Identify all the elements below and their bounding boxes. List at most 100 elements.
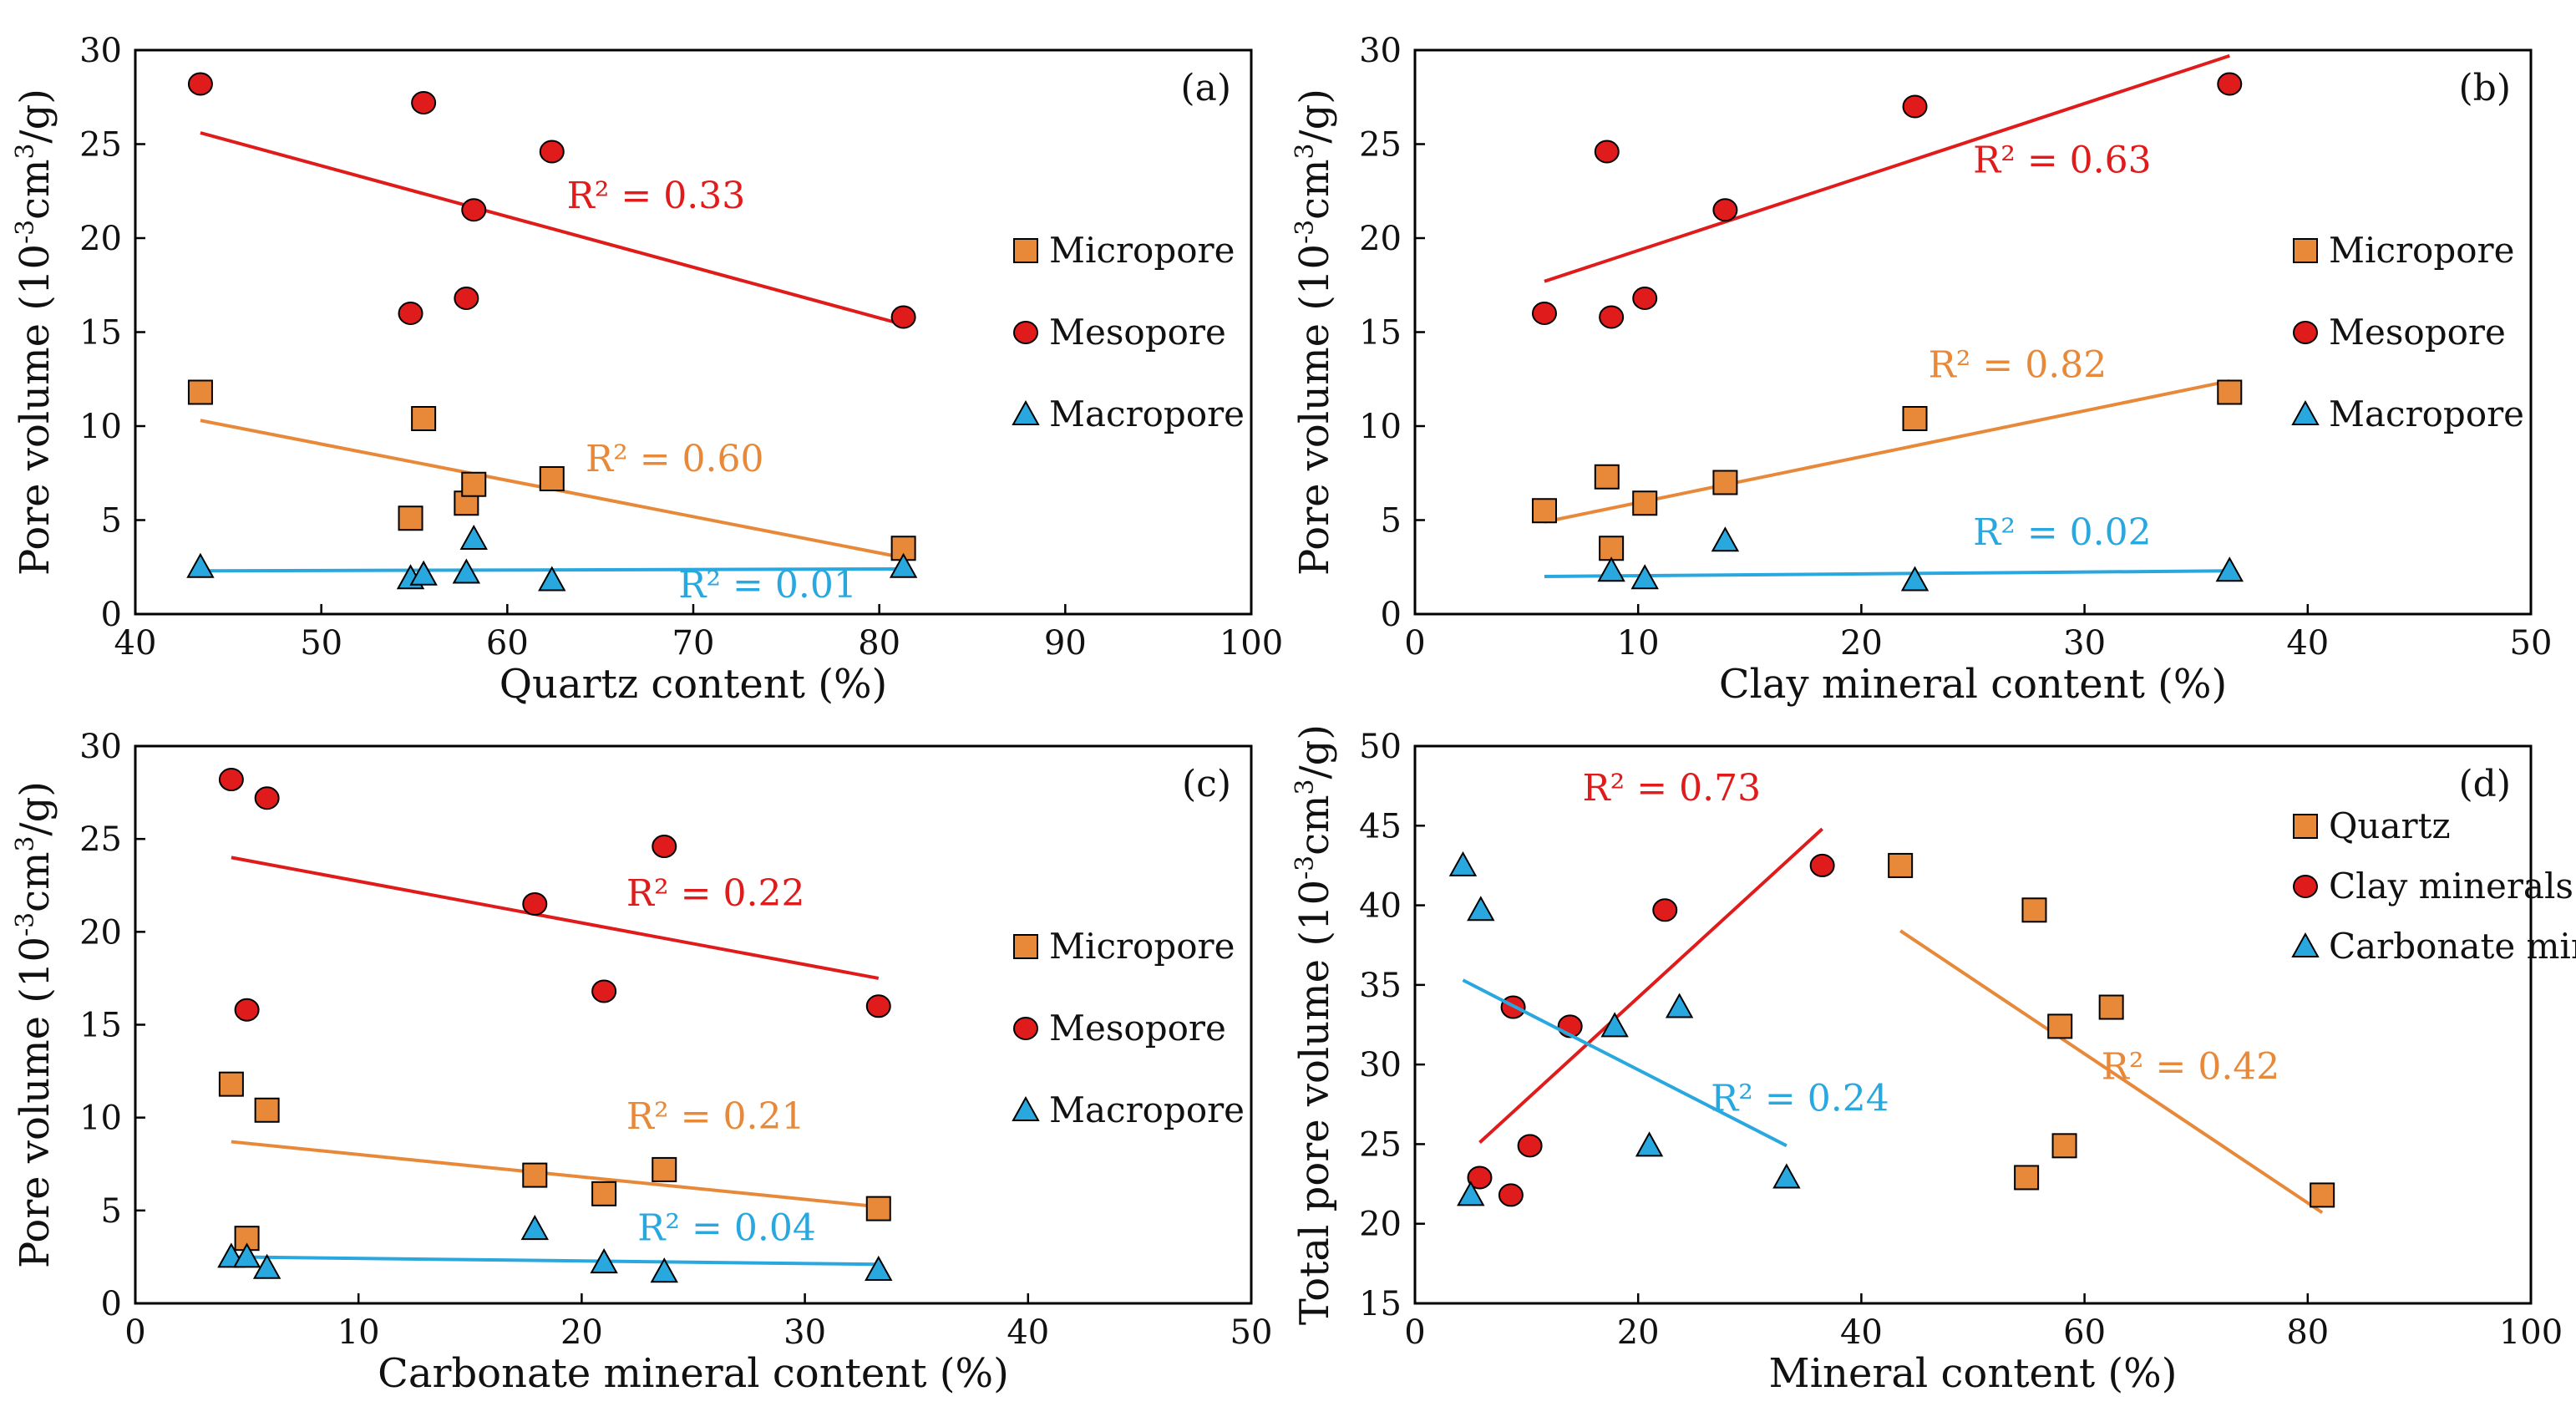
legend-micropore-label: Micropore bbox=[1049, 926, 1235, 967]
micropore-point bbox=[652, 1156, 677, 1182]
y-tick-label: 10 bbox=[1359, 408, 1402, 446]
x-tick-label: 30 bbox=[2063, 624, 2106, 663]
legend-carbonate-minerals-label: Carbonate minerals bbox=[2329, 926, 2576, 967]
panel-a: 40 50 60 70 80 90 100 0 5 10 15 20 25 30 Quartz conten… bbox=[11, 32, 1283, 708]
mesopore-point bbox=[234, 998, 260, 1022]
clay-minerals-point bbox=[1517, 1134, 1543, 1158]
mesopore-point bbox=[1531, 302, 1557, 325]
quartz-point bbox=[2021, 897, 2047, 923]
x-tick-label: 20 bbox=[560, 1313, 603, 1352]
legend-macropore-label: Macropore bbox=[1049, 394, 1245, 434]
legend-micropore-label: Micropore bbox=[2329, 230, 2514, 271]
mesopore-point bbox=[1594, 140, 1620, 164]
macropore-point bbox=[538, 566, 566, 592]
legend-macropore-label: Macropore bbox=[1049, 1089, 1245, 1130]
micropore-point bbox=[254, 1097, 280, 1123]
carbonate-minerals-r2-label: R² = 0.24 bbox=[1711, 1077, 1889, 1120]
mesopore-trendline bbox=[200, 131, 905, 327]
macropore-point bbox=[2215, 556, 2244, 582]
y-tick-label: 30 bbox=[1359, 32, 1402, 70]
legend-micropore-marker bbox=[1013, 934, 1038, 959]
mesopore-point bbox=[539, 140, 565, 164]
legend-mesopore-marker bbox=[1013, 1017, 1038, 1040]
mesopore-point bbox=[254, 786, 280, 810]
legend-micropore-label: Micropore bbox=[1049, 230, 1235, 271]
macropore-point bbox=[889, 552, 918, 578]
x-tick-label: 40 bbox=[114, 624, 157, 663]
clay-minerals-r2-label: R² = 0.73 bbox=[1582, 767, 1761, 810]
quartz-point bbox=[1888, 852, 1914, 878]
mesopore-point bbox=[1632, 287, 1658, 310]
legend-mesopore-marker bbox=[1013, 321, 1038, 344]
micropore-r2-label: R² = 0.21 bbox=[626, 1095, 805, 1138]
y-tick-label: 5 bbox=[101, 502, 122, 541]
x-tick-label: 10 bbox=[337, 1313, 380, 1352]
macropore-trendline bbox=[1544, 569, 2230, 578]
plot-area bbox=[1448, 827, 2335, 1215]
x-tick-label: 50 bbox=[300, 624, 342, 663]
y-axis-label: Total pore volume (10-3cm3/g) bbox=[1291, 724, 1338, 1325]
plot-area bbox=[217, 768, 893, 1283]
quartz-r2-label: R² = 0.42 bbox=[2102, 1045, 2280, 1088]
quartz-point bbox=[2098, 994, 2124, 1020]
x-tick-label: 80 bbox=[858, 624, 900, 663]
mesopore-trendline bbox=[231, 856, 880, 980]
quartz-trendline bbox=[1899, 929, 2324, 1215]
y-tick-label: 30 bbox=[79, 728, 122, 766]
clay-minerals-point bbox=[1467, 1165, 1493, 1190]
carbonate-minerals-trendline bbox=[1462, 978, 1787, 1148]
micropore-point bbox=[1594, 464, 1620, 490]
micropore-point bbox=[865, 1196, 891, 1221]
y-tick-label: 15 bbox=[1359, 314, 1402, 353]
x-axis-label: Carbonate mineral content (%) bbox=[378, 1350, 1009, 1397]
quartz-point bbox=[2051, 1133, 2077, 1159]
mesopore-point bbox=[652, 835, 677, 859]
micropore-point bbox=[187, 379, 213, 405]
mesopore-trendline bbox=[1544, 53, 2230, 283]
macropore-point bbox=[409, 560, 438, 586]
carbonate-minerals-point bbox=[1635, 1131, 1664, 1157]
macropore-point bbox=[1900, 566, 1929, 592]
legend-mesopore-label: Mesopore bbox=[1049, 312, 1226, 353]
mesopore-point bbox=[398, 302, 423, 325]
legend-macropore-label: Macropore bbox=[2329, 394, 2524, 434]
mesopore-point bbox=[1902, 94, 1928, 119]
mesopore-point bbox=[890, 305, 916, 329]
x-tick-label: 40 bbox=[2286, 624, 2329, 663]
mesopore-point bbox=[454, 287, 479, 310]
carbonate-minerals-point bbox=[1448, 851, 1478, 876]
micropore-point bbox=[411, 406, 437, 431]
micropore-point bbox=[1902, 406, 1928, 431]
macropore-r2-label: R² = 0.04 bbox=[637, 1206, 816, 1249]
mesopore-point bbox=[461, 198, 487, 222]
x-tick-label: 0 bbox=[1404, 1313, 1425, 1352]
legend-clay-minerals-label: Clay minerals bbox=[2329, 866, 2573, 906]
y-axis-label: Pore volume (10-3cm3/g) bbox=[11, 781, 58, 1268]
macropore-r2-label: R² = 0.01 bbox=[678, 564, 857, 607]
mesopore-point bbox=[187, 72, 213, 96]
clay-minerals-point bbox=[1498, 1183, 1524, 1207]
x-axis-label: Mineral content (%) bbox=[1769, 1350, 2178, 1397]
micropore-trendline bbox=[1544, 379, 2230, 524]
micropore-point bbox=[1531, 498, 1557, 524]
quartz-point bbox=[2310, 1182, 2335, 1208]
x-tick-label: 40 bbox=[1007, 1313, 1049, 1352]
x-tick-label: 0 bbox=[124, 1313, 145, 1352]
y-tick-label: 0 bbox=[1381, 596, 1402, 634]
macropore-point bbox=[252, 1253, 281, 1279]
legend-micropore-marker bbox=[1013, 238, 1038, 263]
micropore-trendline bbox=[231, 1140, 879, 1209]
mesopore-r2-label: R² = 0.33 bbox=[567, 175, 746, 217]
micropore-r2-label: R² = 0.60 bbox=[586, 438, 764, 480]
macropore-point bbox=[232, 1242, 261, 1268]
mesopore-point bbox=[865, 994, 891, 1018]
micropore-point bbox=[591, 1181, 617, 1206]
y-tick-label: 15 bbox=[79, 1007, 122, 1045]
y-tick-label: 15 bbox=[1359, 1285, 1402, 1323]
micropore-point bbox=[1712, 470, 1738, 495]
y-tick-label: 10 bbox=[79, 408, 122, 446]
panel-d: 0 20 40 60 80 100 15 20 25 30 35 40 45 50 Mineral cont… bbox=[1291, 724, 2576, 1397]
x-tick-label: 30 bbox=[783, 1313, 826, 1352]
y-tick-label: 20 bbox=[79, 913, 122, 952]
